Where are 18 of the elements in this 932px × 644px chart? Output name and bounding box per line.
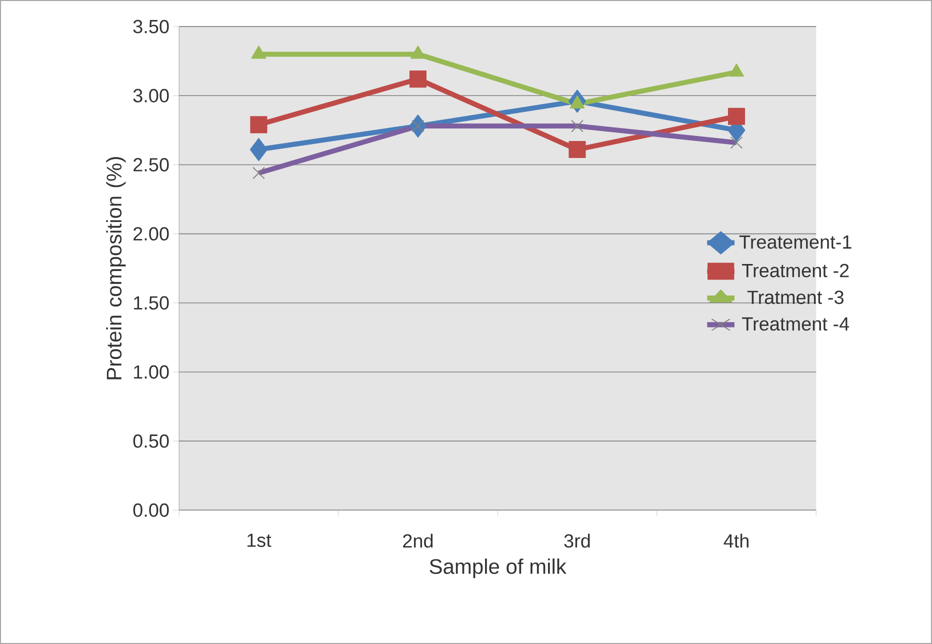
y-tick-label: 2.00 [134, 227, 169, 241]
y-tick-label: 1.50 [134, 296, 169, 310]
x-tick-label: 2nd [403, 534, 433, 548]
y-tick-label: 3.50 [133, 20, 169, 34]
y-tick-label: 0.50 [133, 434, 169, 448]
y-tick-label: 3.00 [133, 88, 169, 102]
legend-label: Treatement-1 [739, 235, 852, 249]
x-tick-label: 4th [724, 534, 748, 548]
x-tick-label: 3rd [564, 534, 590, 548]
y-tick-label: 1.00 [134, 365, 169, 379]
legend-label: Treatment -4 [742, 317, 850, 331]
y-axis-title: Protein composition (%) [106, 157, 126, 380]
y-tick-label: 2.50 [134, 158, 169, 172]
x-tick-label: 1st [247, 534, 272, 547]
y-tick-label: 0.00 [133, 503, 169, 517]
legend-label: Tratment -3 [747, 290, 844, 304]
x-axis-title: Sample of milk [430, 558, 566, 578]
legend-label: Treatment -2 [742, 264, 849, 278]
